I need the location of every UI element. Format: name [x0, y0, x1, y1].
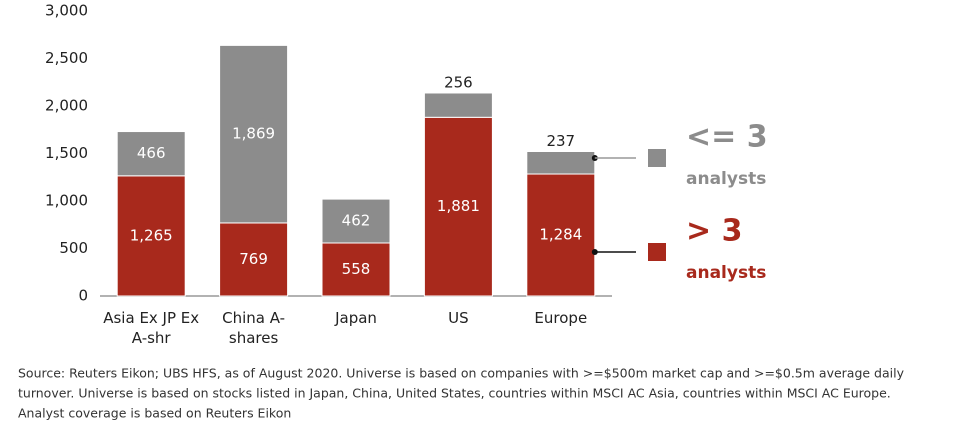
bar-segment — [423, 116, 493, 297]
legend-label-sub: analysts — [686, 263, 766, 283]
bar-segment — [526, 151, 596, 175]
value-label: 558 — [342, 260, 371, 278]
bar-segment — [116, 175, 186, 297]
y-tick-label: 500 — [59, 239, 88, 257]
bar-segment — [321, 242, 391, 297]
source-note: Analyst coverage is based on Reuters Eik… — [18, 406, 291, 421]
value-label: 462 — [342, 212, 371, 230]
source-note: Source: Reuters Eikon; UBS HFS, as of Au… — [18, 366, 905, 381]
value-label: 1,881 — [437, 197, 480, 215]
y-tick-label: 2,500 — [45, 49, 88, 67]
x-tick-label: Europe — [534, 309, 587, 327]
x-tick-label: Asia Ex JP Ex A-shr — [103, 309, 199, 347]
bar-segment — [423, 92, 493, 118]
bar-segment — [526, 173, 596, 297]
legend-label: > 3 — [686, 214, 742, 249]
x-tick-label: US — [448, 309, 469, 327]
bar-segment — [116, 131, 186, 177]
x-tick-label-line: Japan — [334, 309, 377, 327]
legend-swatch — [648, 243, 666, 261]
bar-segment — [219, 44, 289, 224]
legend-label: <= 3 — [686, 120, 768, 155]
value-label: 237 — [546, 132, 575, 150]
value-label: 1,284 — [539, 226, 582, 244]
value-label: 256 — [444, 73, 473, 91]
x-tick-label-line: US — [448, 309, 469, 327]
bar-segment — [321, 198, 391, 244]
y-tick-label: 3,000 — [45, 2, 88, 20]
x-tick-label: China A-shares — [222, 309, 285, 347]
value-label: 466 — [137, 144, 166, 162]
x-tick-label: Japan — [334, 309, 377, 327]
y-tick-label: 1,500 — [45, 144, 88, 162]
y-tick-label: 2,000 — [45, 97, 88, 115]
value-label: 1,869 — [232, 125, 275, 143]
value-label: 1,265 — [130, 226, 173, 244]
x-tick-label-line: Europe — [534, 309, 587, 327]
x-tick-label-line: Asia Ex JP Ex — [103, 309, 199, 327]
source-note: turnover. Universe is based on stocks li… — [18, 386, 891, 401]
y-tick-label: 0 — [78, 287, 88, 305]
x-tick-label-line: A-shr — [132, 329, 172, 347]
x-tick-label-line: shares — [229, 329, 279, 347]
value-label: 769 — [239, 250, 268, 268]
x-tick-label-line: China A- — [222, 309, 285, 327]
legend-swatch — [648, 149, 666, 167]
legend-label-sub: analysts — [686, 169, 766, 189]
y-tick-label: 1,000 — [45, 192, 88, 210]
